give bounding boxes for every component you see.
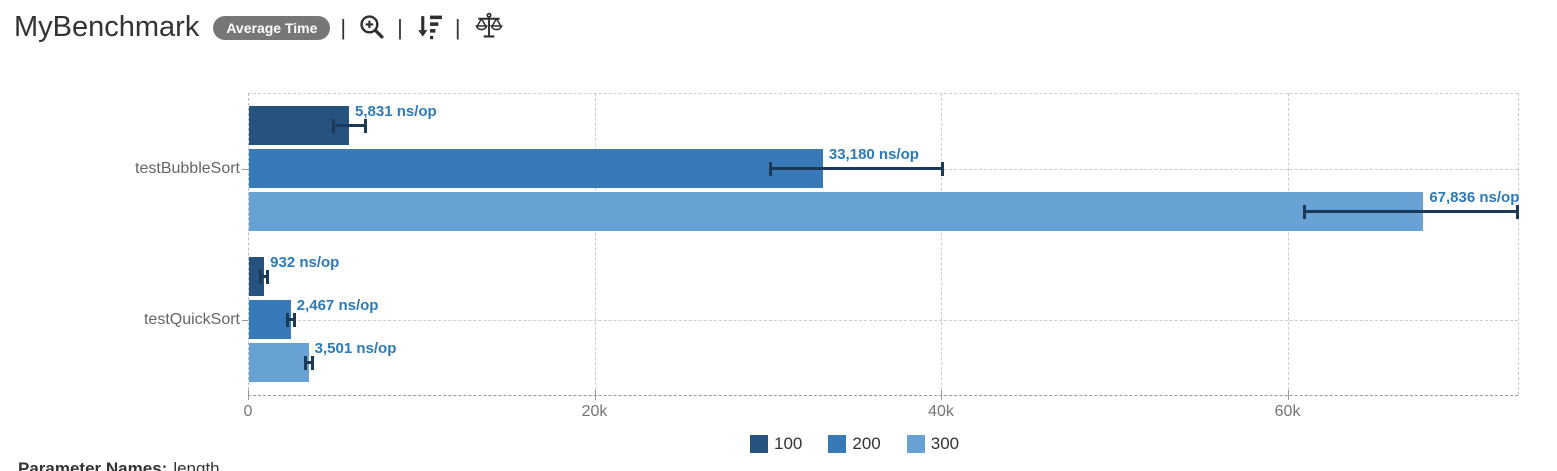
error-bar-cap <box>292 312 296 327</box>
benchmark-bar[interactable] <box>249 300 291 339</box>
category-label: testBubbleSort <box>135 159 240 177</box>
error-bar <box>769 167 943 170</box>
balance-scale-icon <box>473 12 505 43</box>
error-bar-cap <box>285 312 289 327</box>
error-bar-cap <box>940 161 944 176</box>
error-bar-cap <box>259 269 263 284</box>
category-tick <box>242 168 248 170</box>
x-axis-line <box>248 395 1518 396</box>
x-axis-tick <box>1287 390 1289 400</box>
legend-label: 100 <box>774 434 803 453</box>
error-bar-cap <box>364 118 368 133</box>
error-bar-cap <box>266 269 270 284</box>
category-gridline <box>248 319 1518 321</box>
x-gridline <box>594 93 596 395</box>
parameter-names: Parameter Names: length <box>18 459 220 471</box>
page-title: MyBenchmark <box>14 11 200 43</box>
error-bar-cap <box>331 118 335 133</box>
mode-badge: Average Time <box>213 15 331 40</box>
x-axis-tick-label: 20k <box>581 403 608 420</box>
error-bar-cap <box>303 355 307 370</box>
y-axis-line <box>248 93 249 395</box>
zoom-in-icon <box>358 13 385 43</box>
x-axis-tick-label: 40k <box>928 403 954 420</box>
category-tick <box>242 319 248 321</box>
parameter-names-value: length <box>173 459 220 471</box>
bar-value-label: 67,836 ns/op <box>1429 189 1520 206</box>
category-label: testQuickSort <box>143 310 240 328</box>
legend-item[interactable]: 200 <box>828 434 881 454</box>
compare-button[interactable] <box>471 10 507 45</box>
separator: | <box>340 14 347 40</box>
separator: | <box>397 14 403 40</box>
legend-swatch <box>906 435 925 453</box>
legend-label: 200 <box>852 434 881 453</box>
benchmark-bar[interactable] <box>249 192 1424 231</box>
error-bar <box>286 318 295 321</box>
bar-value-label: 932 ns/op <box>270 254 340 271</box>
x-gridline <box>1287 93 1289 395</box>
error-bar <box>332 124 367 127</box>
x-axis-tick <box>941 390 943 400</box>
error-bar-cap <box>1515 204 1519 219</box>
x-axis-tick-label: 0 <box>243 403 253 420</box>
error-bar-cap <box>310 355 314 370</box>
error-bar-cap <box>1302 204 1306 219</box>
separator: | <box>454 14 461 40</box>
x-axis-tick <box>248 390 249 400</box>
legend-label: 300 <box>930 434 960 453</box>
header: MyBenchmark Average Time | | <box>14 10 507 45</box>
legend-swatch <box>828 435 847 453</box>
x-axis-tick <box>594 390 596 400</box>
legend-item[interactable]: 300 <box>906 434 960 454</box>
plot-border-top <box>248 93 1518 94</box>
x-gridline <box>941 93 943 395</box>
parameter-names-label: Parameter Names: <box>18 459 168 471</box>
legend-swatch <box>750 435 768 453</box>
x-axis-tick-label: 60k <box>1274 403 1301 420</box>
bar-value-label: 2,467 ns/op <box>296 297 379 314</box>
legend-item[interactable]: 100 <box>750 434 802 454</box>
error-bar <box>1303 210 1518 213</box>
benchmark-bar[interactable] <box>249 257 265 296</box>
chart-legend: 100 200 300 <box>750 434 985 454</box>
zoom-in-button[interactable] <box>356 11 387 45</box>
error-bar <box>304 361 313 364</box>
bar-value-label: 5,831 ns/op <box>355 103 437 120</box>
sort-button[interactable] <box>413 11 445 45</box>
error-bar <box>260 275 269 278</box>
benchmark-bar[interactable] <box>249 343 309 382</box>
error-bar-cap <box>768 161 772 176</box>
sort-amount-down-icon <box>415 13 443 43</box>
plot-border-right <box>1518 93 1519 395</box>
benchmark-bar[interactable] <box>249 149 823 188</box>
bar-value-label: 3,501 ns/op <box>314 340 397 357</box>
bar-value-label: 33,180 ns/op <box>828 146 919 163</box>
